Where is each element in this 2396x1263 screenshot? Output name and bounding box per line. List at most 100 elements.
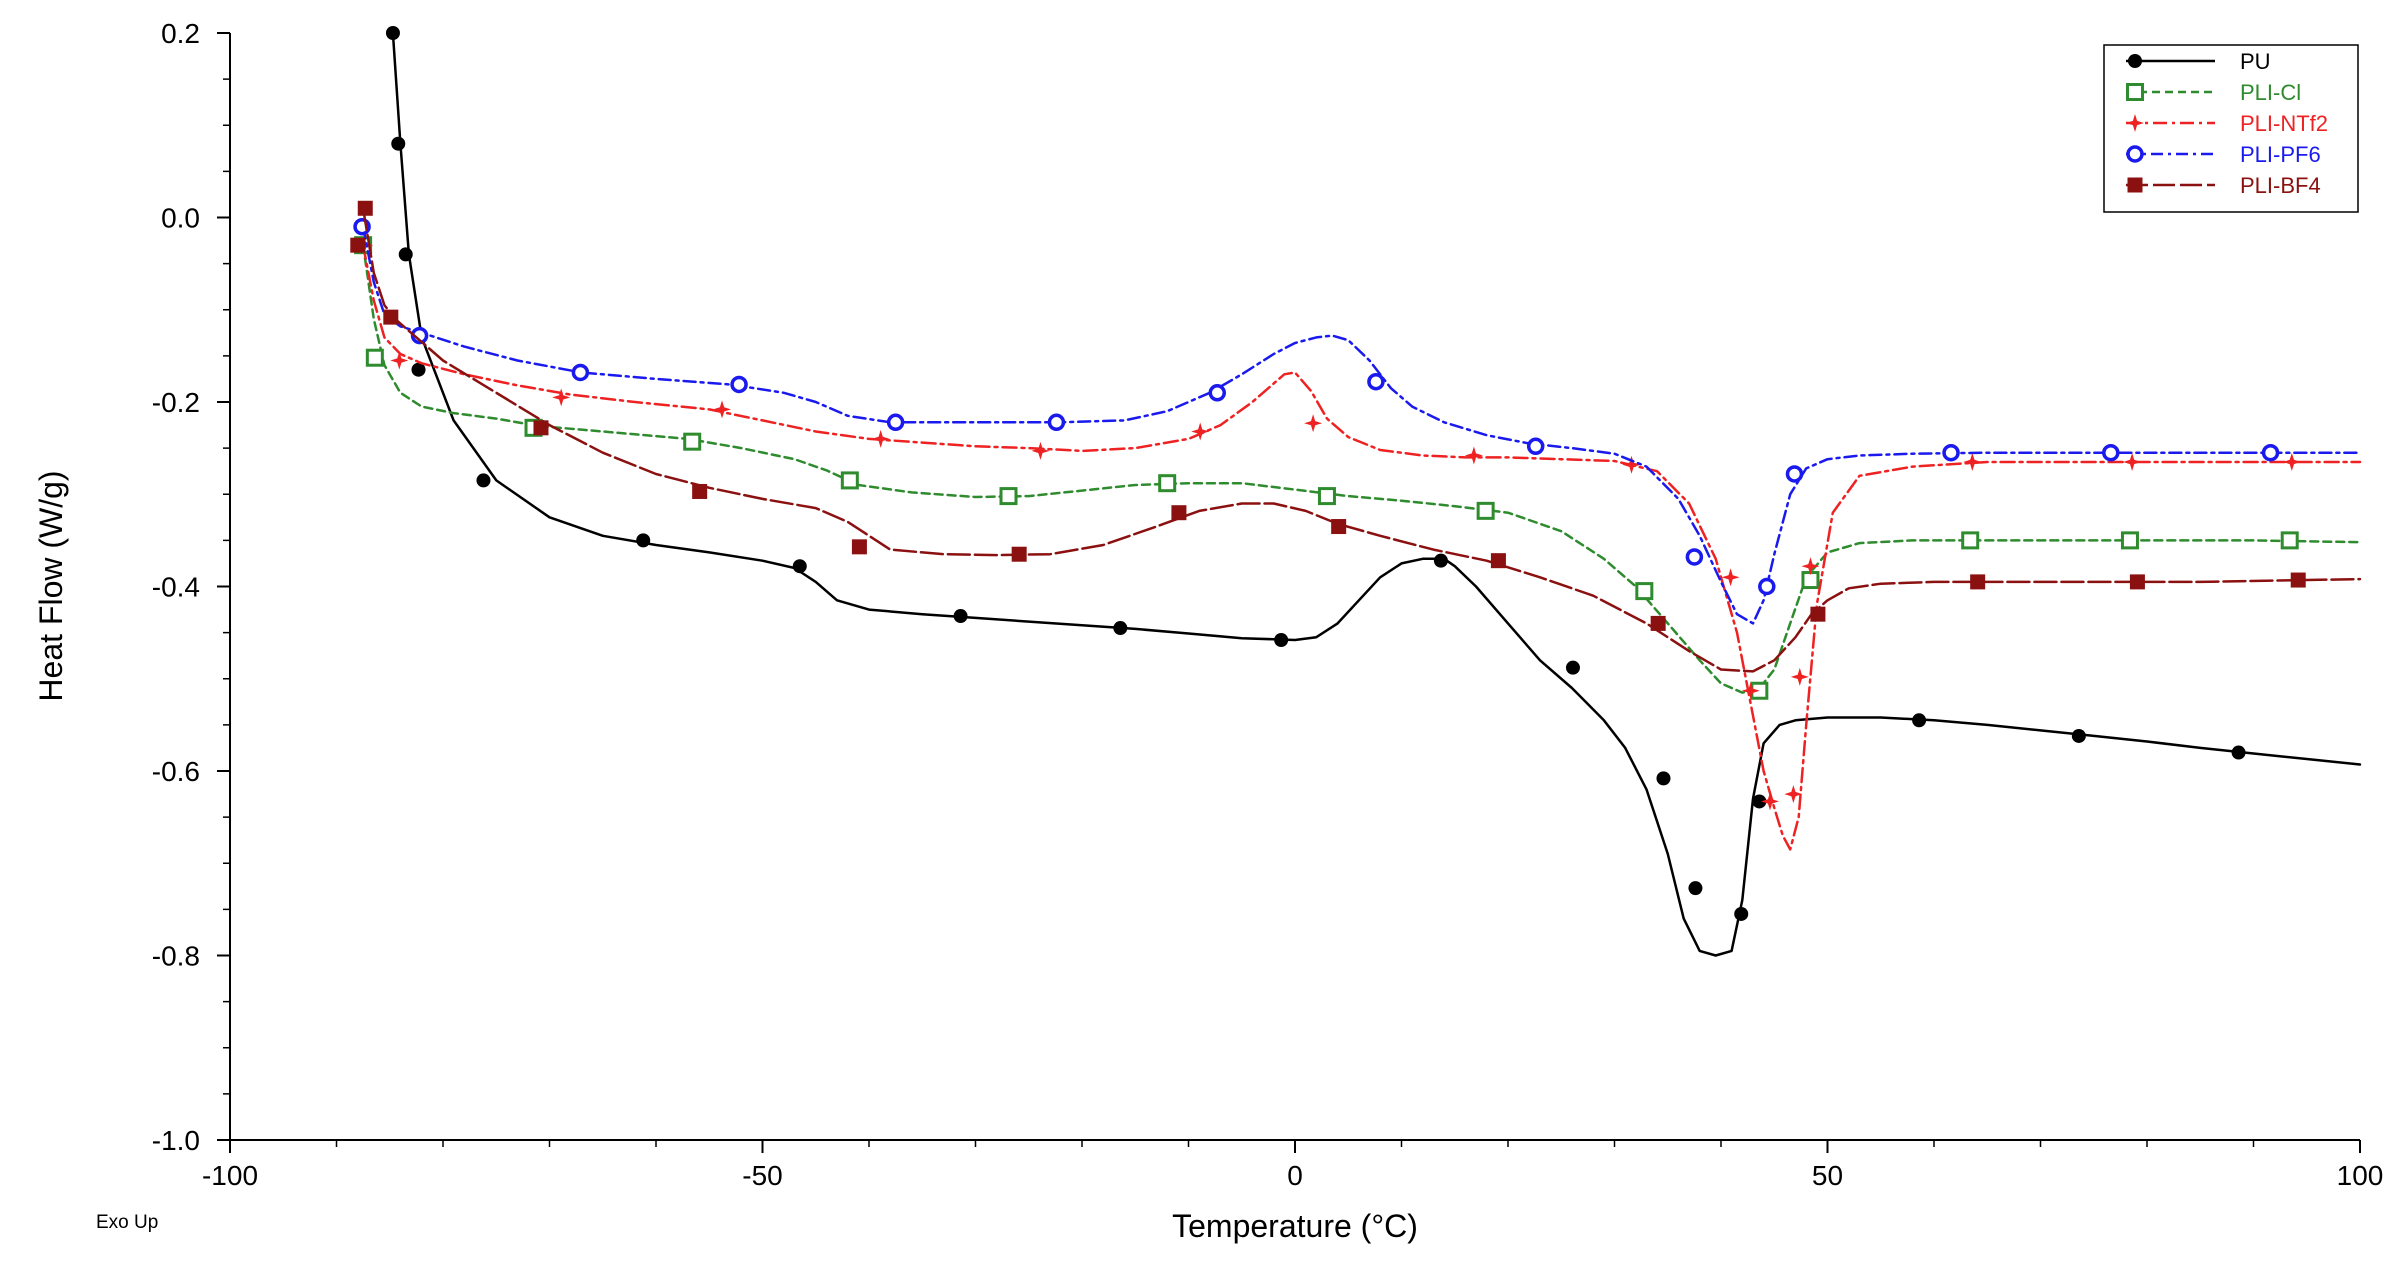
legend-item-pli-pf6: PLI-PF6 bbox=[2126, 142, 2321, 167]
data-point-pu bbox=[2071, 728, 2086, 743]
legend-marker bbox=[2126, 114, 2144, 132]
data-point-pli-bf4 bbox=[383, 309, 399, 325]
ticks: -100 -50 0 50 100 0.2 0.0 -0.2 -0.4 -0.6 -0.8 -1.0 bbox=[152, 18, 2384, 1191]
data-point-pli-cl bbox=[1635, 582, 1654, 601]
legend-label: PLI-BF4 bbox=[2240, 173, 2321, 198]
series-pli-bf4 bbox=[350, 200, 2362, 673]
series-line-pli-pf6 bbox=[361, 225, 2362, 625]
data-point-pu bbox=[398, 247, 413, 262]
data-point-pli-bf4 bbox=[533, 420, 549, 436]
data-point-pu bbox=[411, 362, 426, 377]
data-point-pli-ntf2 bbox=[1191, 422, 1210, 441]
series-line-pu bbox=[391, 31, 2362, 957]
y-tick-label: 0.0 bbox=[161, 203, 200, 234]
legend-item-pli-bf4: PLI-BF4 bbox=[2126, 173, 2321, 198]
data-point-pli-ntf2 bbox=[1741, 681, 1760, 700]
data-point-pli-bf4 bbox=[1490, 553, 1506, 569]
data-point-pli-pf6 bbox=[1367, 372, 1385, 391]
data-point-pli-bf4 bbox=[357, 200, 373, 216]
data-point-pu bbox=[2231, 745, 2246, 760]
data-point-pli-ntf2 bbox=[1031, 441, 1050, 460]
series-line-pli-bf4 bbox=[361, 207, 2362, 673]
x-tick-label: -100 bbox=[202, 1160, 258, 1191]
x-tick-label: -50 bbox=[742, 1160, 782, 1191]
data-point-pli-bf4 bbox=[1331, 519, 1347, 535]
data-point-pu bbox=[1565, 660, 1580, 675]
y-tick-label: -0.6 bbox=[152, 756, 200, 787]
x-tick-label: 0 bbox=[1287, 1160, 1303, 1191]
data-point-pli-bf4 bbox=[851, 539, 867, 555]
legend: PU PLI-Cl PLI-NTf2 PLI-PF6 PLI-BF4 bbox=[2103, 44, 2359, 213]
series-pli-ntf2 bbox=[355, 236, 2362, 851]
legend-marker bbox=[2127, 177, 2143, 193]
data-point-pli-pf6 bbox=[2102, 443, 2120, 462]
data-point-pu bbox=[385, 26, 400, 40]
legend-item-pu: PU bbox=[2126, 49, 2271, 74]
data-point-pli-pf6 bbox=[571, 363, 590, 382]
exo-up-note: Exo Up bbox=[96, 1212, 158, 1233]
data-point-pli-ntf2 bbox=[1622, 455, 1641, 474]
legend-label: PLI-NTf2 bbox=[2240, 111, 2328, 136]
data-point-pu bbox=[1656, 771, 1671, 786]
data-point-pli-ntf2 bbox=[552, 388, 571, 407]
series-line-pli-cl bbox=[361, 243, 2362, 694]
x-tick-label: 50 bbox=[1812, 1160, 1843, 1191]
data-point-pu bbox=[1752, 794, 1767, 809]
y-tick-label: -0.8 bbox=[152, 941, 200, 972]
data-point-pu bbox=[1688, 881, 1703, 896]
data-point-pli-pf6 bbox=[1942, 443, 1960, 462]
legend-items: PU PLI-Cl PLI-NTf2 PLI-PF6 PLI-BF4 bbox=[2126, 49, 2328, 198]
data-point-pli-bf4 bbox=[1970, 574, 1986, 590]
data-point-pli-cl bbox=[1961, 531, 1980, 550]
data-point-pli-cl bbox=[365, 348, 384, 367]
data-point-pli-pf6 bbox=[1208, 384, 1227, 402]
data-point-pu bbox=[1734, 906, 1749, 921]
data-point-pli-ntf2 bbox=[1721, 568, 1740, 587]
plot-area bbox=[350, 26, 2362, 957]
data-point-pli-cl bbox=[840, 471, 859, 490]
data-point-pli-pf6 bbox=[1047, 413, 1066, 432]
data-point-pli-pf6 bbox=[730, 375, 748, 394]
data-point-pli-cl bbox=[2120, 531, 2139, 550]
data-point-pli-bf4 bbox=[1810, 606, 1826, 622]
data-point-pli-cl bbox=[2280, 531, 2299, 550]
data-point-pli-pf6 bbox=[886, 413, 905, 432]
data-point-pu bbox=[1912, 713, 1927, 728]
data-point-pli-bf4 bbox=[692, 483, 708, 499]
series-pli-pf6 bbox=[353, 217, 2362, 625]
data-point-pli-pf6 bbox=[1685, 548, 1704, 566]
legend-item-pli-ntf2: PLI-NTf2 bbox=[2126, 111, 2328, 136]
data-point-pli-ntf2 bbox=[1464, 446, 1483, 465]
data-point-pli-bf4 bbox=[2290, 572, 2306, 588]
data-point-pli-ntf2 bbox=[1801, 557, 1820, 576]
data-point-pli-bf4 bbox=[1650, 615, 1666, 631]
y-tick-label: 0.2 bbox=[161, 18, 200, 49]
legend-label: PLI-PF6 bbox=[2240, 142, 2321, 167]
data-point-pli-pf6 bbox=[1758, 577, 1776, 596]
legend-marker bbox=[2126, 83, 2144, 101]
data-point-pli-pf6 bbox=[1785, 465, 1804, 483]
data-point-pli-ntf2 bbox=[871, 429, 890, 448]
data-point-pli-cl bbox=[1317, 487, 1336, 506]
series-line-pli-ntf2 bbox=[361, 243, 2362, 851]
y-tick-label: -0.2 bbox=[152, 387, 200, 418]
legend-label: PLI-Cl bbox=[2240, 80, 2301, 105]
data-point-pu bbox=[1113, 621, 1128, 636]
data-point-pli-pf6 bbox=[1526, 437, 1545, 456]
data-point-pu bbox=[792, 559, 807, 574]
series-pli-cl bbox=[354, 236, 2362, 700]
data-point-pu bbox=[636, 533, 651, 548]
legend-marker bbox=[2128, 54, 2142, 68]
data-point-pu bbox=[953, 609, 968, 624]
data-point-pu bbox=[391, 136, 406, 151]
data-point-pli-cl bbox=[683, 432, 702, 451]
data-point-pli-bf4 bbox=[2129, 574, 2145, 590]
data-point-pu bbox=[476, 473, 491, 488]
legend-item-pli-cl: PLI-Cl bbox=[2126, 80, 2301, 105]
data-point-pli-ntf2 bbox=[1784, 785, 1803, 804]
data-point-pli-cl bbox=[1158, 474, 1177, 493]
data-point-pli-ntf2 bbox=[390, 351, 409, 370]
data-point-pli-ntf2 bbox=[1761, 792, 1779, 811]
data-point-pli-cl bbox=[999, 487, 1018, 506]
legend-marker bbox=[2126, 145, 2144, 163]
